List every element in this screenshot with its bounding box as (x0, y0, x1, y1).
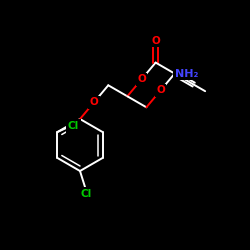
Text: O: O (151, 36, 160, 46)
Text: O: O (137, 74, 146, 85)
Text: O: O (90, 97, 98, 107)
Text: NH₂: NH₂ (175, 68, 198, 78)
Text: Cl: Cl (68, 121, 79, 131)
Text: Cl: Cl (80, 189, 92, 199)
Text: O: O (156, 86, 165, 96)
